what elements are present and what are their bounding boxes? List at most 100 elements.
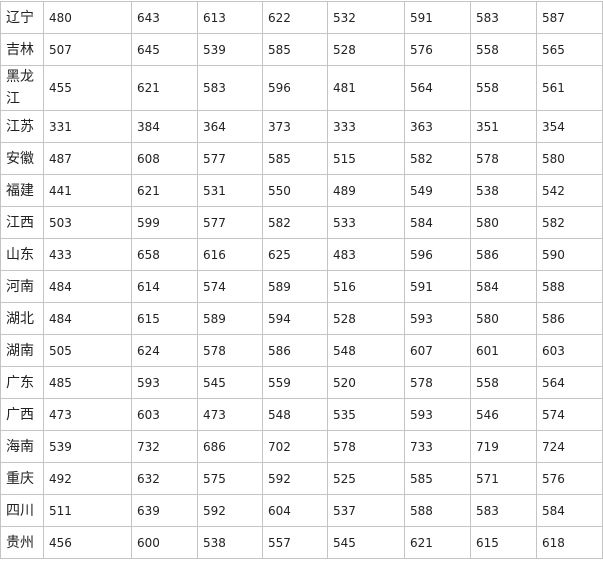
score-cell: 473 [197,398,263,431]
province-cell: 山东 [0,238,44,271]
score-cell: 613 [197,1,263,34]
score-cell: 643 [131,1,198,34]
score-cell: 582 [404,142,471,175]
score-cell: 584 [536,494,603,527]
province-cell: 重庆 [0,462,44,495]
score-cell: 601 [470,334,537,367]
score-cell: 600 [131,526,198,559]
table-row: 广东 485 593 545 559 520 578 558 564 [0,366,603,399]
province-cell: 广西 [0,398,44,431]
score-cell: 584 [470,270,537,303]
score-cell: 364 [197,110,263,143]
score-cell: 564 [404,65,471,111]
score-cell: 580 [470,302,537,335]
table-row: 广西 473 603 473 548 535 593 546 574 [0,398,603,431]
score-cell: 614 [131,270,198,303]
province-cell: 湖南 [0,334,44,367]
score-cell: 483 [327,238,405,271]
score-cell: 456 [43,526,132,559]
table-row: 河南 484 614 574 589 516 591 584 588 [0,270,603,303]
score-cell: 571 [470,462,537,495]
score-cell: 481 [327,65,405,111]
score-cell: 733 [404,430,471,463]
score-cell: 545 [197,366,263,399]
score-cell: 578 [404,366,471,399]
score-cell: 702 [262,430,328,463]
score-cell: 585 [262,33,328,66]
score-cell: 489 [327,174,405,207]
table-row: 海南 539 732 686 702 578 733 719 724 [0,430,603,463]
table-row: 安徽 487 608 577 585 515 582 578 580 [0,142,603,175]
province-cell: 四川 [0,494,44,527]
score-cell: 548 [262,398,328,431]
score-cell: 539 [43,430,132,463]
score-cell: 578 [470,142,537,175]
score-cell: 561 [536,65,603,111]
province-cell: 福建 [0,174,44,207]
score-cell: 533 [327,206,405,239]
score-cell: 531 [197,174,263,207]
table-row: 吉林 507 645 539 585 528 576 558 565 [0,33,603,66]
score-cell: 593 [131,366,198,399]
score-cell: 686 [197,430,263,463]
province-cell: 贵州 [0,526,44,559]
score-cell: 586 [470,238,537,271]
score-cell: 511 [43,494,132,527]
score-cell: 582 [262,206,328,239]
score-cell: 505 [43,334,132,367]
score-cell: 594 [262,302,328,335]
score-cell: 604 [262,494,328,527]
score-cell: 485 [43,366,132,399]
score-cell: 596 [404,238,471,271]
score-cell: 484 [43,270,132,303]
score-cell: 363 [404,110,471,143]
score-cell: 538 [470,174,537,207]
score-cell: 584 [404,206,471,239]
score-cell: 333 [327,110,405,143]
score-cell: 528 [327,33,405,66]
score-cell: 520 [327,366,405,399]
score-cell: 528 [327,302,405,335]
score-cell: 577 [197,142,263,175]
score-cell: 622 [262,1,328,34]
score-cell: 351 [470,110,537,143]
score-cell: 542 [536,174,603,207]
score-cell: 591 [404,1,471,34]
score-cell: 515 [327,142,405,175]
score-cell: 557 [262,526,328,559]
score-cell: 538 [197,526,263,559]
score-cell: 719 [470,430,537,463]
table-row: 山东 433 658 616 625 483 596 586 590 [0,238,603,271]
score-cell: 583 [470,1,537,34]
table-row: 四川 511 639 592 604 537 588 583 584 [0,494,603,527]
score-cell: 580 [470,206,537,239]
score-cell: 578 [197,334,263,367]
score-cell: 590 [536,238,603,271]
score-cell: 621 [131,65,198,111]
score-cell: 624 [131,334,198,367]
score-cell: 503 [43,206,132,239]
score-cell: 484 [43,302,132,335]
score-cell: 550 [262,174,328,207]
score-cell: 607 [404,334,471,367]
score-cell: 615 [470,526,537,559]
table-row: 重庆 492 632 575 592 525 585 571 576 [0,462,603,495]
score-cell: 588 [404,494,471,527]
score-cell: 441 [43,174,132,207]
score-cell: 732 [131,430,198,463]
score-cell: 585 [262,142,328,175]
score-cell: 632 [131,462,198,495]
province-cell: 江苏 [0,110,44,143]
score-cell: 588 [536,270,603,303]
score-cell: 592 [197,494,263,527]
score-cell: 577 [197,206,263,239]
score-cell: 535 [327,398,405,431]
score-cell: 616 [197,238,263,271]
table-row: 湖南 505 624 578 586 548 607 601 603 [0,334,603,367]
score-cell: 585 [404,462,471,495]
score-cell: 574 [197,270,263,303]
score-cell: 564 [536,366,603,399]
score-cell: 331 [43,110,132,143]
